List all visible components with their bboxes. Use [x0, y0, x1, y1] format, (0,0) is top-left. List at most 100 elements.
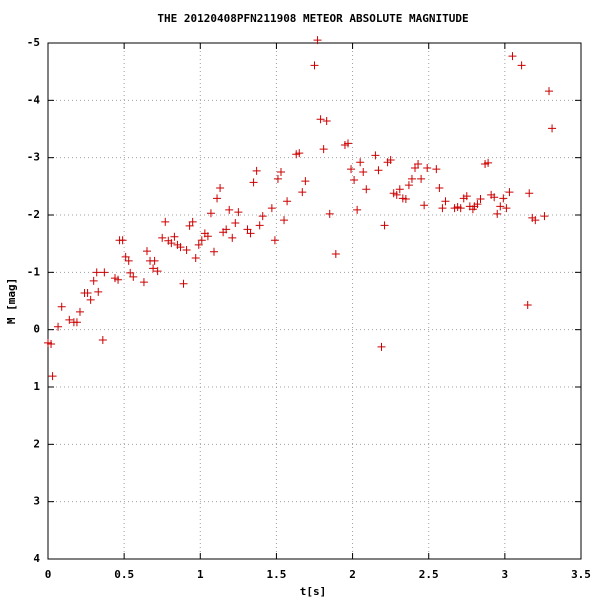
point — [72, 318, 81, 327]
point — [414, 159, 423, 168]
point — [225, 205, 234, 214]
point — [322, 116, 331, 125]
point — [386, 155, 395, 164]
point — [353, 205, 362, 214]
point — [325, 209, 334, 218]
x-tick-label: 3 — [502, 568, 509, 581]
point — [319, 145, 328, 154]
point — [176, 243, 185, 252]
point — [161, 217, 170, 226]
point — [473, 200, 482, 209]
point — [493, 209, 502, 218]
chart-title: THE 20120408PFN211908 METEOR ABSOLUTE MA… — [157, 12, 468, 25]
point — [255, 221, 264, 230]
point — [432, 165, 441, 174]
point — [100, 268, 109, 277]
point — [508, 52, 517, 61]
point — [150, 256, 159, 265]
point — [283, 197, 292, 206]
x-axis-label: t[s] — [300, 585, 327, 598]
point — [94, 287, 103, 296]
point — [197, 236, 206, 245]
point — [270, 236, 279, 245]
point — [496, 202, 505, 211]
y-axis-label: M [mag] — [5, 278, 18, 324]
point — [65, 315, 74, 324]
point — [246, 229, 255, 238]
x-tick-label: 1 — [197, 568, 204, 581]
point — [126, 268, 135, 277]
point — [249, 178, 258, 187]
point — [310, 61, 319, 70]
point — [525, 189, 534, 198]
point — [374, 166, 383, 175]
point — [252, 166, 261, 175]
y-tick-label: 0 — [33, 323, 40, 336]
x-tick-label: 0 — [45, 568, 52, 581]
y-tick-label: 2 — [33, 437, 40, 450]
point — [258, 212, 267, 221]
point — [182, 245, 191, 254]
point — [540, 212, 549, 221]
point — [499, 194, 508, 203]
x-tick-label: 2.5 — [419, 568, 439, 581]
point — [118, 236, 127, 245]
point — [47, 340, 56, 348]
point — [209, 247, 218, 256]
point — [404, 181, 413, 190]
point — [234, 208, 243, 217]
point — [280, 216, 289, 225]
point — [545, 87, 554, 96]
point — [401, 194, 410, 203]
point — [356, 158, 365, 167]
point — [392, 190, 401, 199]
point — [194, 240, 203, 249]
point — [222, 225, 231, 234]
point — [438, 204, 447, 213]
point — [206, 209, 215, 218]
point — [89, 276, 98, 285]
point — [114, 275, 123, 284]
point — [531, 216, 540, 225]
point — [420, 201, 429, 210]
point — [395, 185, 404, 194]
point — [57, 302, 66, 311]
point — [75, 307, 84, 316]
point — [203, 232, 212, 241]
point — [476, 194, 485, 203]
point — [331, 249, 340, 258]
point — [484, 158, 493, 167]
point — [359, 168, 368, 176]
point — [54, 322, 63, 331]
point — [377, 342, 386, 351]
point — [86, 295, 95, 304]
point — [153, 267, 162, 276]
point — [462, 192, 471, 201]
x-tick-label: 2 — [349, 568, 356, 581]
point — [380, 221, 389, 230]
point — [423, 163, 432, 172]
point — [83, 288, 92, 297]
point — [407, 174, 416, 183]
point — [347, 165, 356, 174]
point — [417, 174, 426, 183]
point — [295, 149, 304, 158]
point — [167, 239, 176, 248]
y-tick-label: -5 — [27, 36, 40, 49]
y-tick-label: -2 — [27, 208, 40, 221]
point — [92, 268, 101, 277]
point — [149, 264, 158, 273]
point — [411, 163, 420, 172]
point — [273, 174, 282, 183]
point — [523, 301, 532, 310]
point — [362, 185, 371, 194]
y-tick-label: 1 — [33, 380, 40, 393]
x-tick-label: 0.5 — [114, 568, 134, 581]
point — [490, 193, 499, 202]
y-tick-label: -3 — [27, 151, 40, 164]
point — [517, 61, 526, 70]
point — [267, 204, 276, 213]
point — [185, 221, 194, 230]
y-tick-label: 3 — [33, 495, 40, 508]
